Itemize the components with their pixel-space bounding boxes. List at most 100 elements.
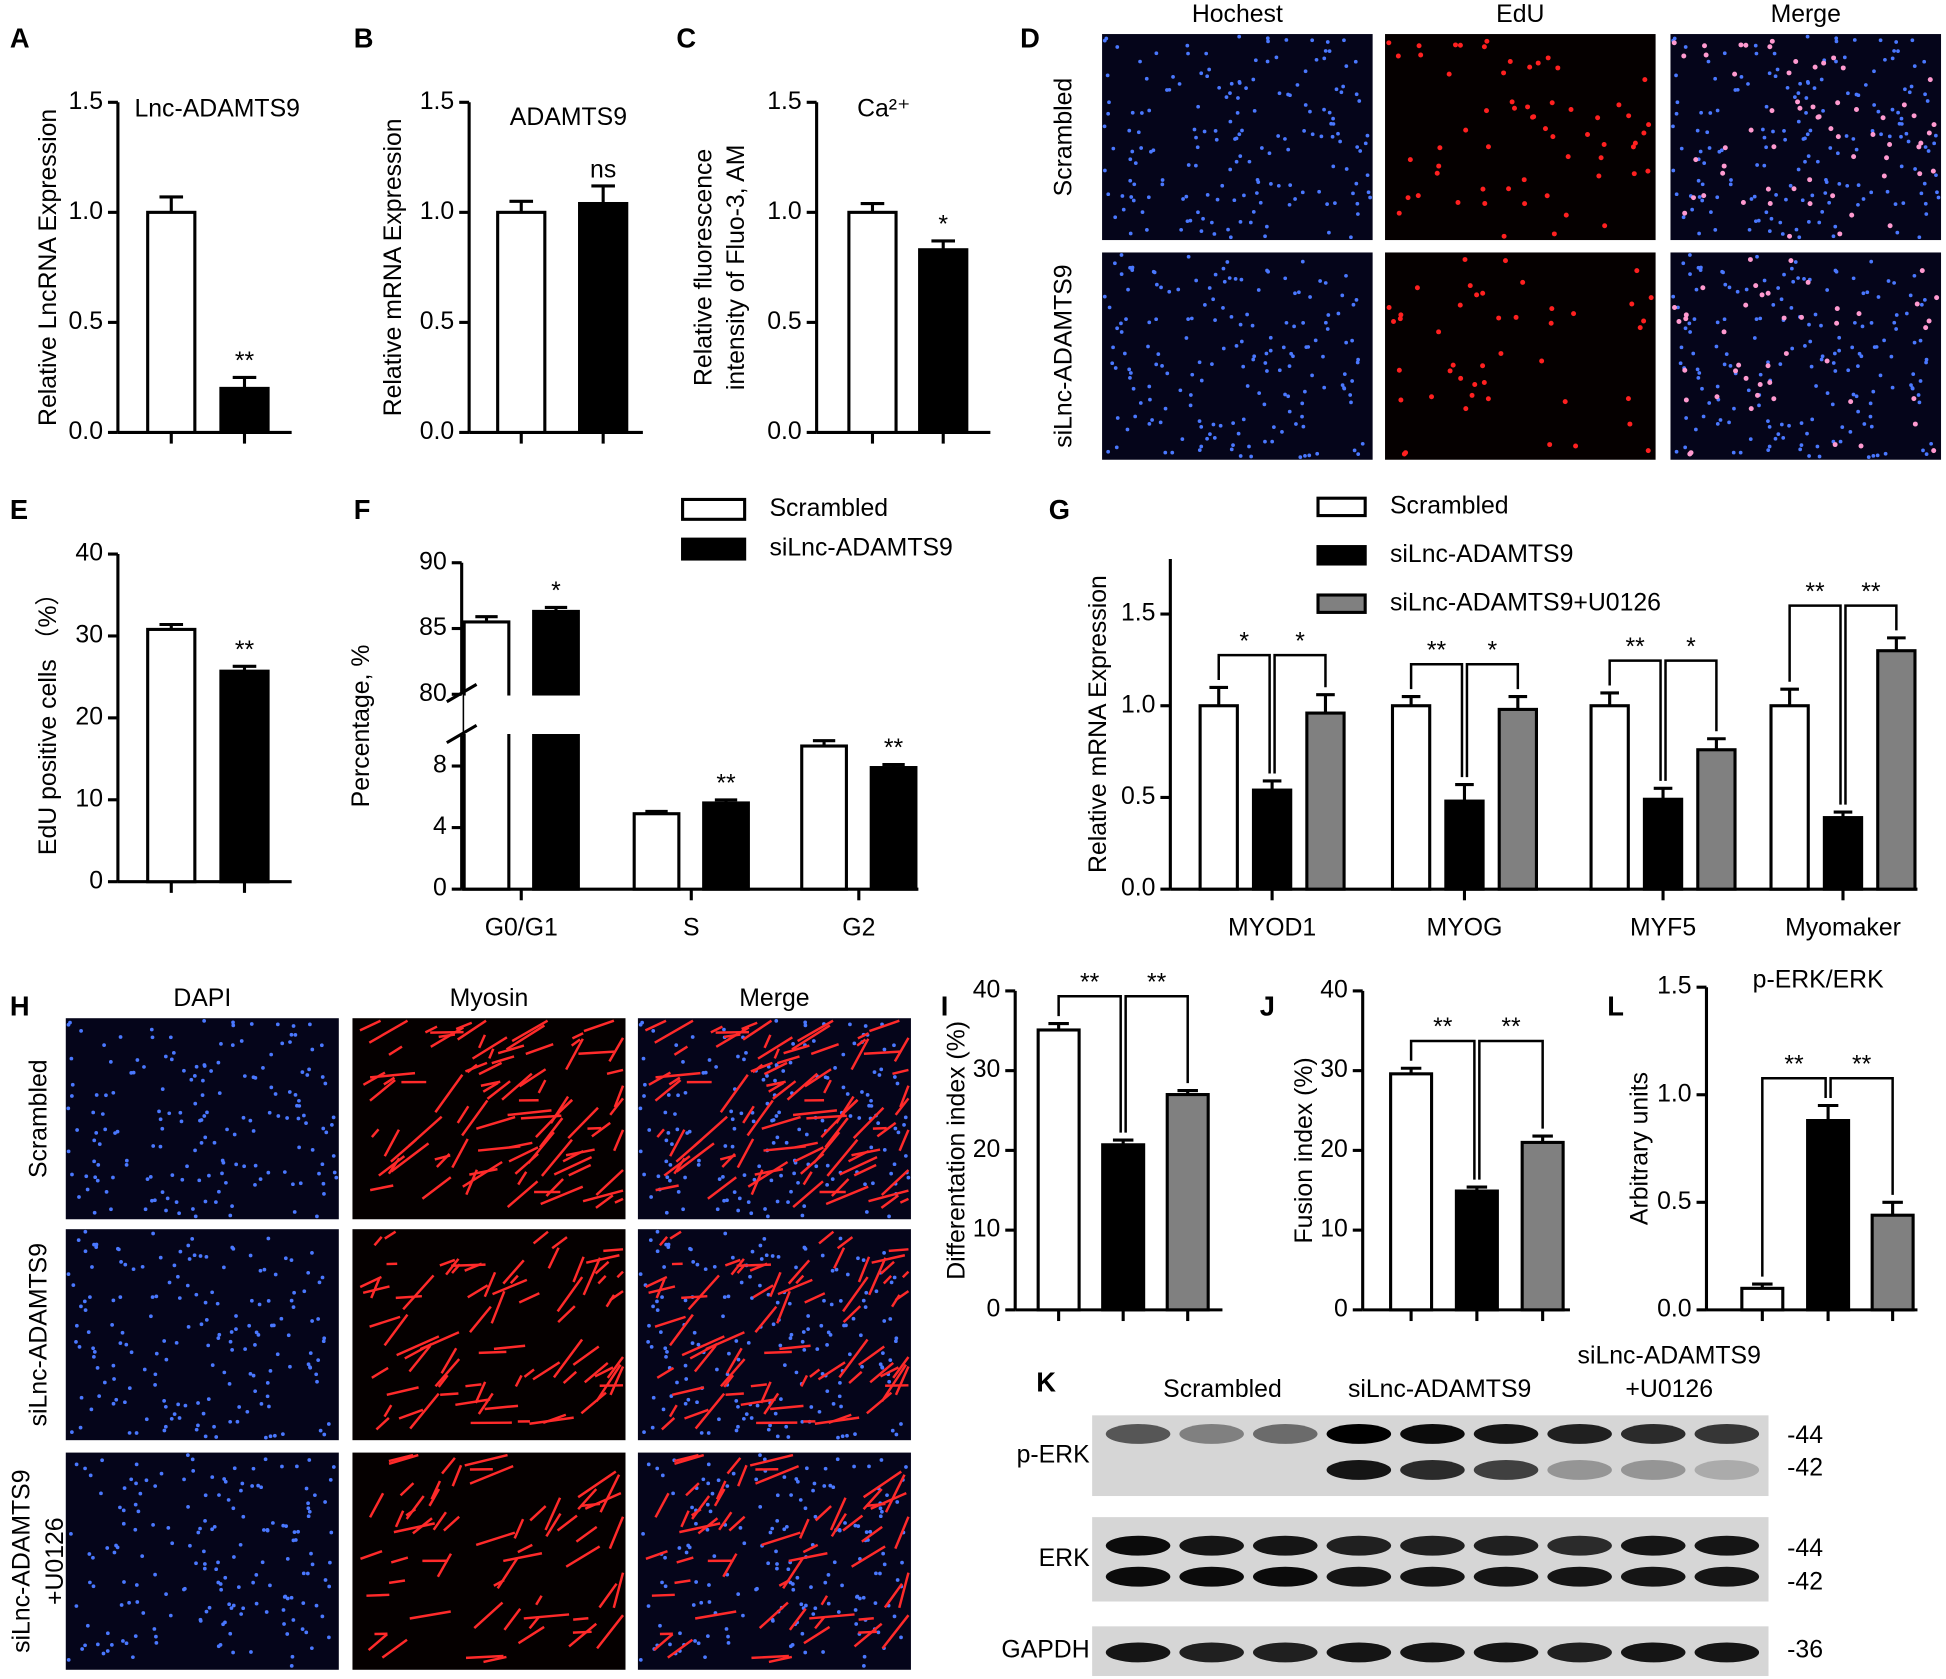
nucleus [1783, 137, 1787, 142]
nucleus [877, 1073, 882, 1077]
myotube [856, 1038, 867, 1047]
nucleus [150, 1295, 155, 1299]
nucleus [1810, 417, 1815, 422]
nucleus [1815, 444, 1820, 449]
nucleus [1334, 87, 1339, 92]
edu-cell [1849, 212, 1855, 218]
nucleus [1268, 348, 1273, 353]
nucleus [853, 1523, 858, 1528]
myotube [596, 1614, 624, 1650]
nucleus [229, 1606, 234, 1610]
nucleus [790, 1643, 795, 1647]
micrograph [1670, 252, 1942, 460]
myotube [892, 1356, 910, 1379]
nucleus [182, 1477, 186, 1482]
nucleus [1154, 317, 1158, 322]
nucleus [1327, 49, 1332, 53]
myotube [451, 1138, 469, 1169]
nucleus [193, 1214, 198, 1219]
band [1179, 1535, 1244, 1556]
nucleus [217, 1091, 222, 1096]
edu-cell [1551, 231, 1557, 237]
nucleus [249, 1022, 254, 1026]
myotube [428, 1488, 441, 1507]
nucleus [1233, 277, 1238, 281]
myotube [754, 1305, 778, 1333]
nucleus [285, 1632, 290, 1636]
nucleus [153, 1198, 157, 1203]
band [1547, 1535, 1612, 1556]
nucleus [101, 1651, 106, 1656]
band [1326, 1642, 1392, 1663]
nucleus [690, 1505, 694, 1510]
edu-cell [1403, 450, 1409, 456]
myotube [529, 1416, 574, 1425]
edu-cell [1702, 43, 1707, 49]
nucleus [1199, 444, 1204, 449]
myotube [722, 1553, 738, 1578]
nucleus [97, 1394, 102, 1398]
myotube [751, 1654, 789, 1660]
myotube [513, 1518, 525, 1539]
column-title: Merge [739, 985, 809, 1012]
edu-cell [1386, 305, 1392, 310]
error-bar [931, 239, 956, 250]
myotube [880, 1194, 900, 1209]
nucleus [1812, 86, 1817, 90]
nucleus [749, 1416, 754, 1420]
nucleus [775, 1300, 780, 1305]
nucleus [298, 1181, 303, 1186]
bar [1822, 816, 1864, 891]
nucleus [232, 1555, 236, 1559]
nucleus [1713, 227, 1718, 232]
nucleus [183, 1403, 188, 1408]
nucleus [845, 1272, 850, 1277]
nucleus [831, 1402, 836, 1406]
nucleus [272, 1433, 277, 1438]
nucleus [1753, 43, 1758, 48]
myotube [584, 1491, 622, 1510]
nucleus [1854, 394, 1859, 399]
significance-bracket [1409, 663, 1464, 778]
myotube [462, 1160, 503, 1188]
nucleus [706, 1462, 711, 1467]
nucleus [1797, 235, 1802, 240]
nucleus [744, 1050, 748, 1055]
nucleus [1188, 218, 1193, 223]
nucleus [696, 1342, 701, 1347]
error-bar [1316, 693, 1335, 714]
nucleus [203, 1199, 208, 1204]
nucleus [779, 1173, 783, 1178]
nucleus [880, 1365, 884, 1369]
nucleus [1825, 391, 1830, 396]
nucleus [882, 1251, 886, 1255]
myotube [544, 1497, 562, 1531]
myotube [741, 1021, 758, 1031]
nucleus [1313, 338, 1318, 343]
edu-cell [1637, 325, 1643, 331]
band [1694, 1566, 1760, 1587]
nucleus [1354, 181, 1359, 186]
nucleus [1300, 414, 1304, 419]
nucleus [838, 1380, 842, 1385]
significance-bracket [1124, 995, 1189, 1133]
nucleus [1850, 345, 1855, 350]
nucleus [691, 1603, 696, 1607]
error-bar [544, 605, 568, 612]
nucleus [153, 1372, 158, 1377]
nucleus [651, 1395, 656, 1400]
y-tick-label: 80 [419, 680, 447, 707]
myotube [869, 1362, 895, 1384]
edu-cell [1926, 318, 1932, 324]
myotube [583, 1362, 609, 1384]
nucleus [638, 1658, 643, 1662]
myotube [412, 1517, 433, 1535]
nucleus [1197, 448, 1202, 453]
edu-cell [1415, 193, 1421, 199]
nucleus [1863, 83, 1868, 87]
bar [1740, 1286, 1785, 1312]
nucleus [729, 1109, 734, 1114]
break-mark [446, 683, 478, 704]
y-tick-label: 0.5 [420, 308, 455, 335]
band [1473, 1424, 1539, 1444]
